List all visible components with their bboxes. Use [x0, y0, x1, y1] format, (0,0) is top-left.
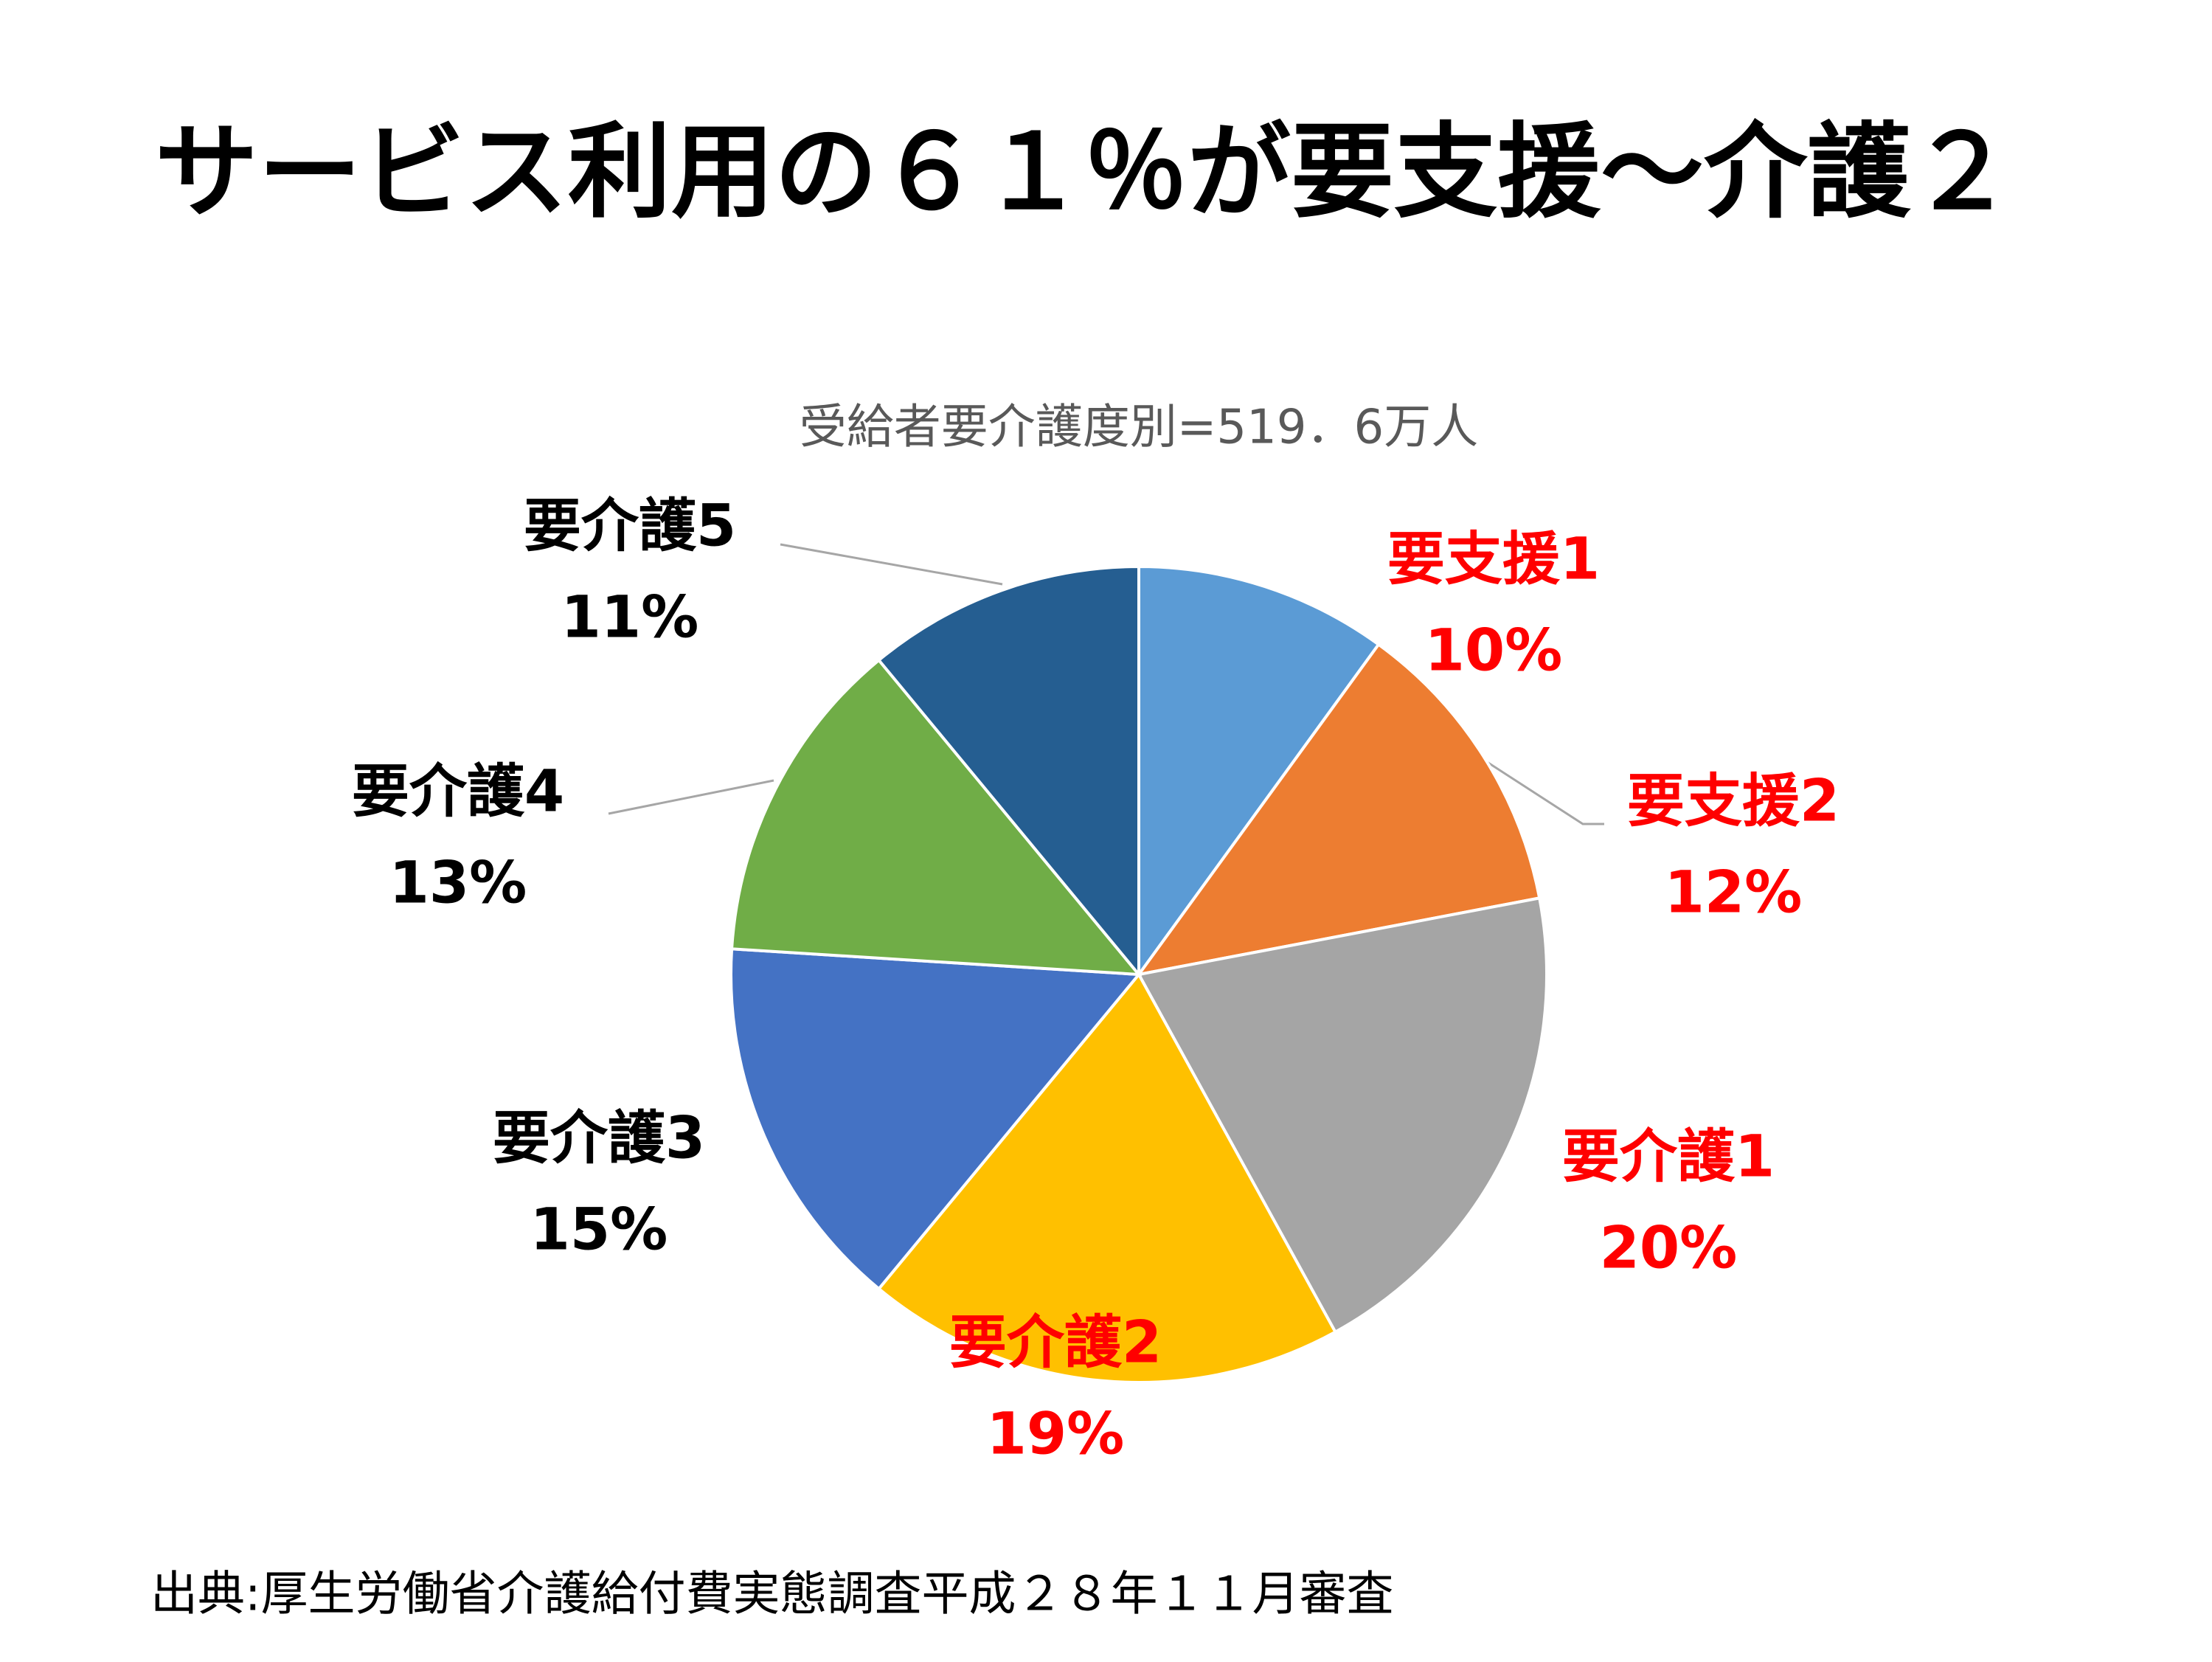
pie	[729, 564, 1548, 1384]
leader-line	[608, 779, 774, 815]
pie-slice	[876, 972, 1338, 1384]
pie-slice	[1135, 642, 1542, 977]
slice-category-label: 要介護1	[1562, 1123, 1775, 1190]
slice-value-label: 10%	[1425, 617, 1563, 684]
slice-value-label: 15%	[530, 1197, 668, 1263]
slice-value-label: 11%	[561, 584, 699, 651]
pie-slice	[1136, 896, 1548, 1334]
slice-value-label: 19%	[987, 1401, 1125, 1467]
pie-slice	[729, 947, 1143, 1291]
slice-category-label: 要介護3	[493, 1105, 705, 1171]
chart-title: サービス利用の６１％が要支援～介護２	[155, 113, 2014, 233]
pie-slice	[729, 658, 1143, 977]
leader-lines	[608, 543, 1604, 825]
source-note: 出典:厚生労働省介護給付費実態調査平成２８年１１月審査	[150, 1568, 1394, 1622]
chart-subtitle: 受給者要介護度別=519．6万人	[800, 401, 1479, 455]
slice-value-label: 13%	[389, 850, 527, 916]
slice-value-label: 20%	[1600, 1215, 1738, 1281]
leader-line	[780, 543, 1003, 586]
pie-slice	[1137, 564, 1381, 980]
leader-line	[1482, 758, 1604, 825]
slice-category-label: 要支援2	[1627, 768, 1840, 834]
slice-category-label: 要支援1	[1387, 526, 1600, 592]
slice-category-label: 要介護4	[352, 758, 564, 825]
data-labels: 要支援1 10% 要支援2 12% 要介護1 20% 要介護2 19% 要介護3 15% 要介護4 1…	[352, 493, 1840, 1467]
pie-slice	[876, 564, 1140, 979]
slice-category-label: 要介護5	[524, 493, 736, 559]
slice-value-label: 12%	[1665, 859, 1803, 926]
slice-category-label: 要介護2	[949, 1309, 1162, 1376]
